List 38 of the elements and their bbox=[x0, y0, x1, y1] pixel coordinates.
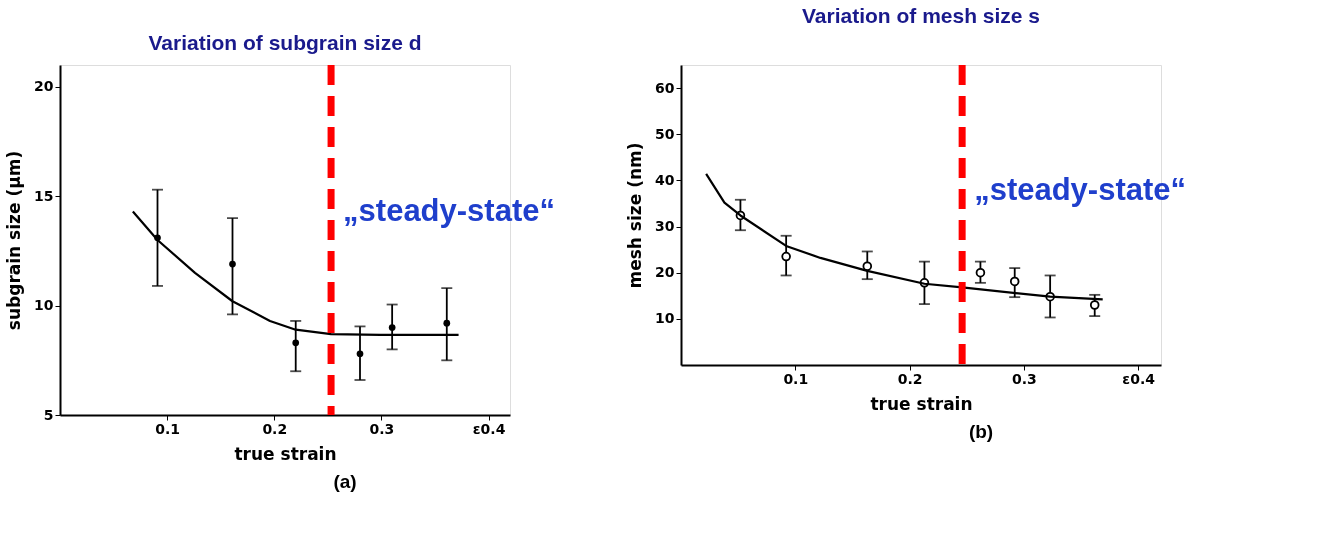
point bbox=[781, 251, 791, 262]
chart-title: Variation of subgrain size d bbox=[148, 30, 422, 54]
x-tick-label: 0.3 bbox=[369, 420, 395, 437]
y-axis-title: subgrain size (µm) bbox=[4, 150, 25, 331]
y-tick-label: 20 bbox=[655, 264, 675, 281]
text: (a) bbox=[333, 471, 357, 492]
y-tick-label: 15 bbox=[34, 187, 54, 204]
chart-title: Variation of mesh size s bbox=[801, 3, 1041, 27]
point bbox=[862, 261, 873, 271]
x-tick-label: 0.2 bbox=[262, 420, 288, 437]
x-axis-title: true strain bbox=[870, 393, 973, 414]
x-tick-label: 0.3 bbox=[1011, 370, 1037, 387]
ref-line-label: „steady-state“ bbox=[974, 172, 1187, 207]
x-tick-label: ε0.4 bbox=[1122, 370, 1156, 387]
point bbox=[975, 267, 986, 278]
x-tick-label: 0.2 bbox=[897, 370, 923, 387]
y-tick-label: 40 bbox=[655, 171, 675, 188]
y-tick-label: 50 bbox=[655, 125, 675, 142]
point bbox=[1009, 276, 1020, 287]
x-tick-label: 0.1 bbox=[783, 370, 809, 387]
y-axis-title: mesh size (nm) bbox=[625, 142, 646, 289]
y-tick-label: 30 bbox=[655, 218, 675, 235]
point bbox=[443, 319, 451, 327]
point bbox=[1089, 300, 1100, 310]
y-tick-label: 10 bbox=[655, 310, 675, 327]
x-axis-title: true strain bbox=[234, 443, 337, 464]
y-tick-label: 5 bbox=[43, 406, 54, 423]
point bbox=[229, 260, 236, 268]
ref-line-label: „steady-state“ bbox=[343, 193, 555, 228]
y-tick-label: 60 bbox=[655, 79, 675, 96]
y-tick-label: 20 bbox=[34, 78, 54, 95]
y-tick-label: 10 bbox=[34, 297, 54, 314]
point bbox=[292, 339, 300, 347]
x-tick-label: ε0.4 bbox=[472, 420, 506, 437]
point bbox=[388, 324, 396, 331]
text: (b) bbox=[968, 421, 994, 442]
point bbox=[356, 350, 364, 358]
x-tick-label: 0.1 bbox=[155, 420, 181, 437]
